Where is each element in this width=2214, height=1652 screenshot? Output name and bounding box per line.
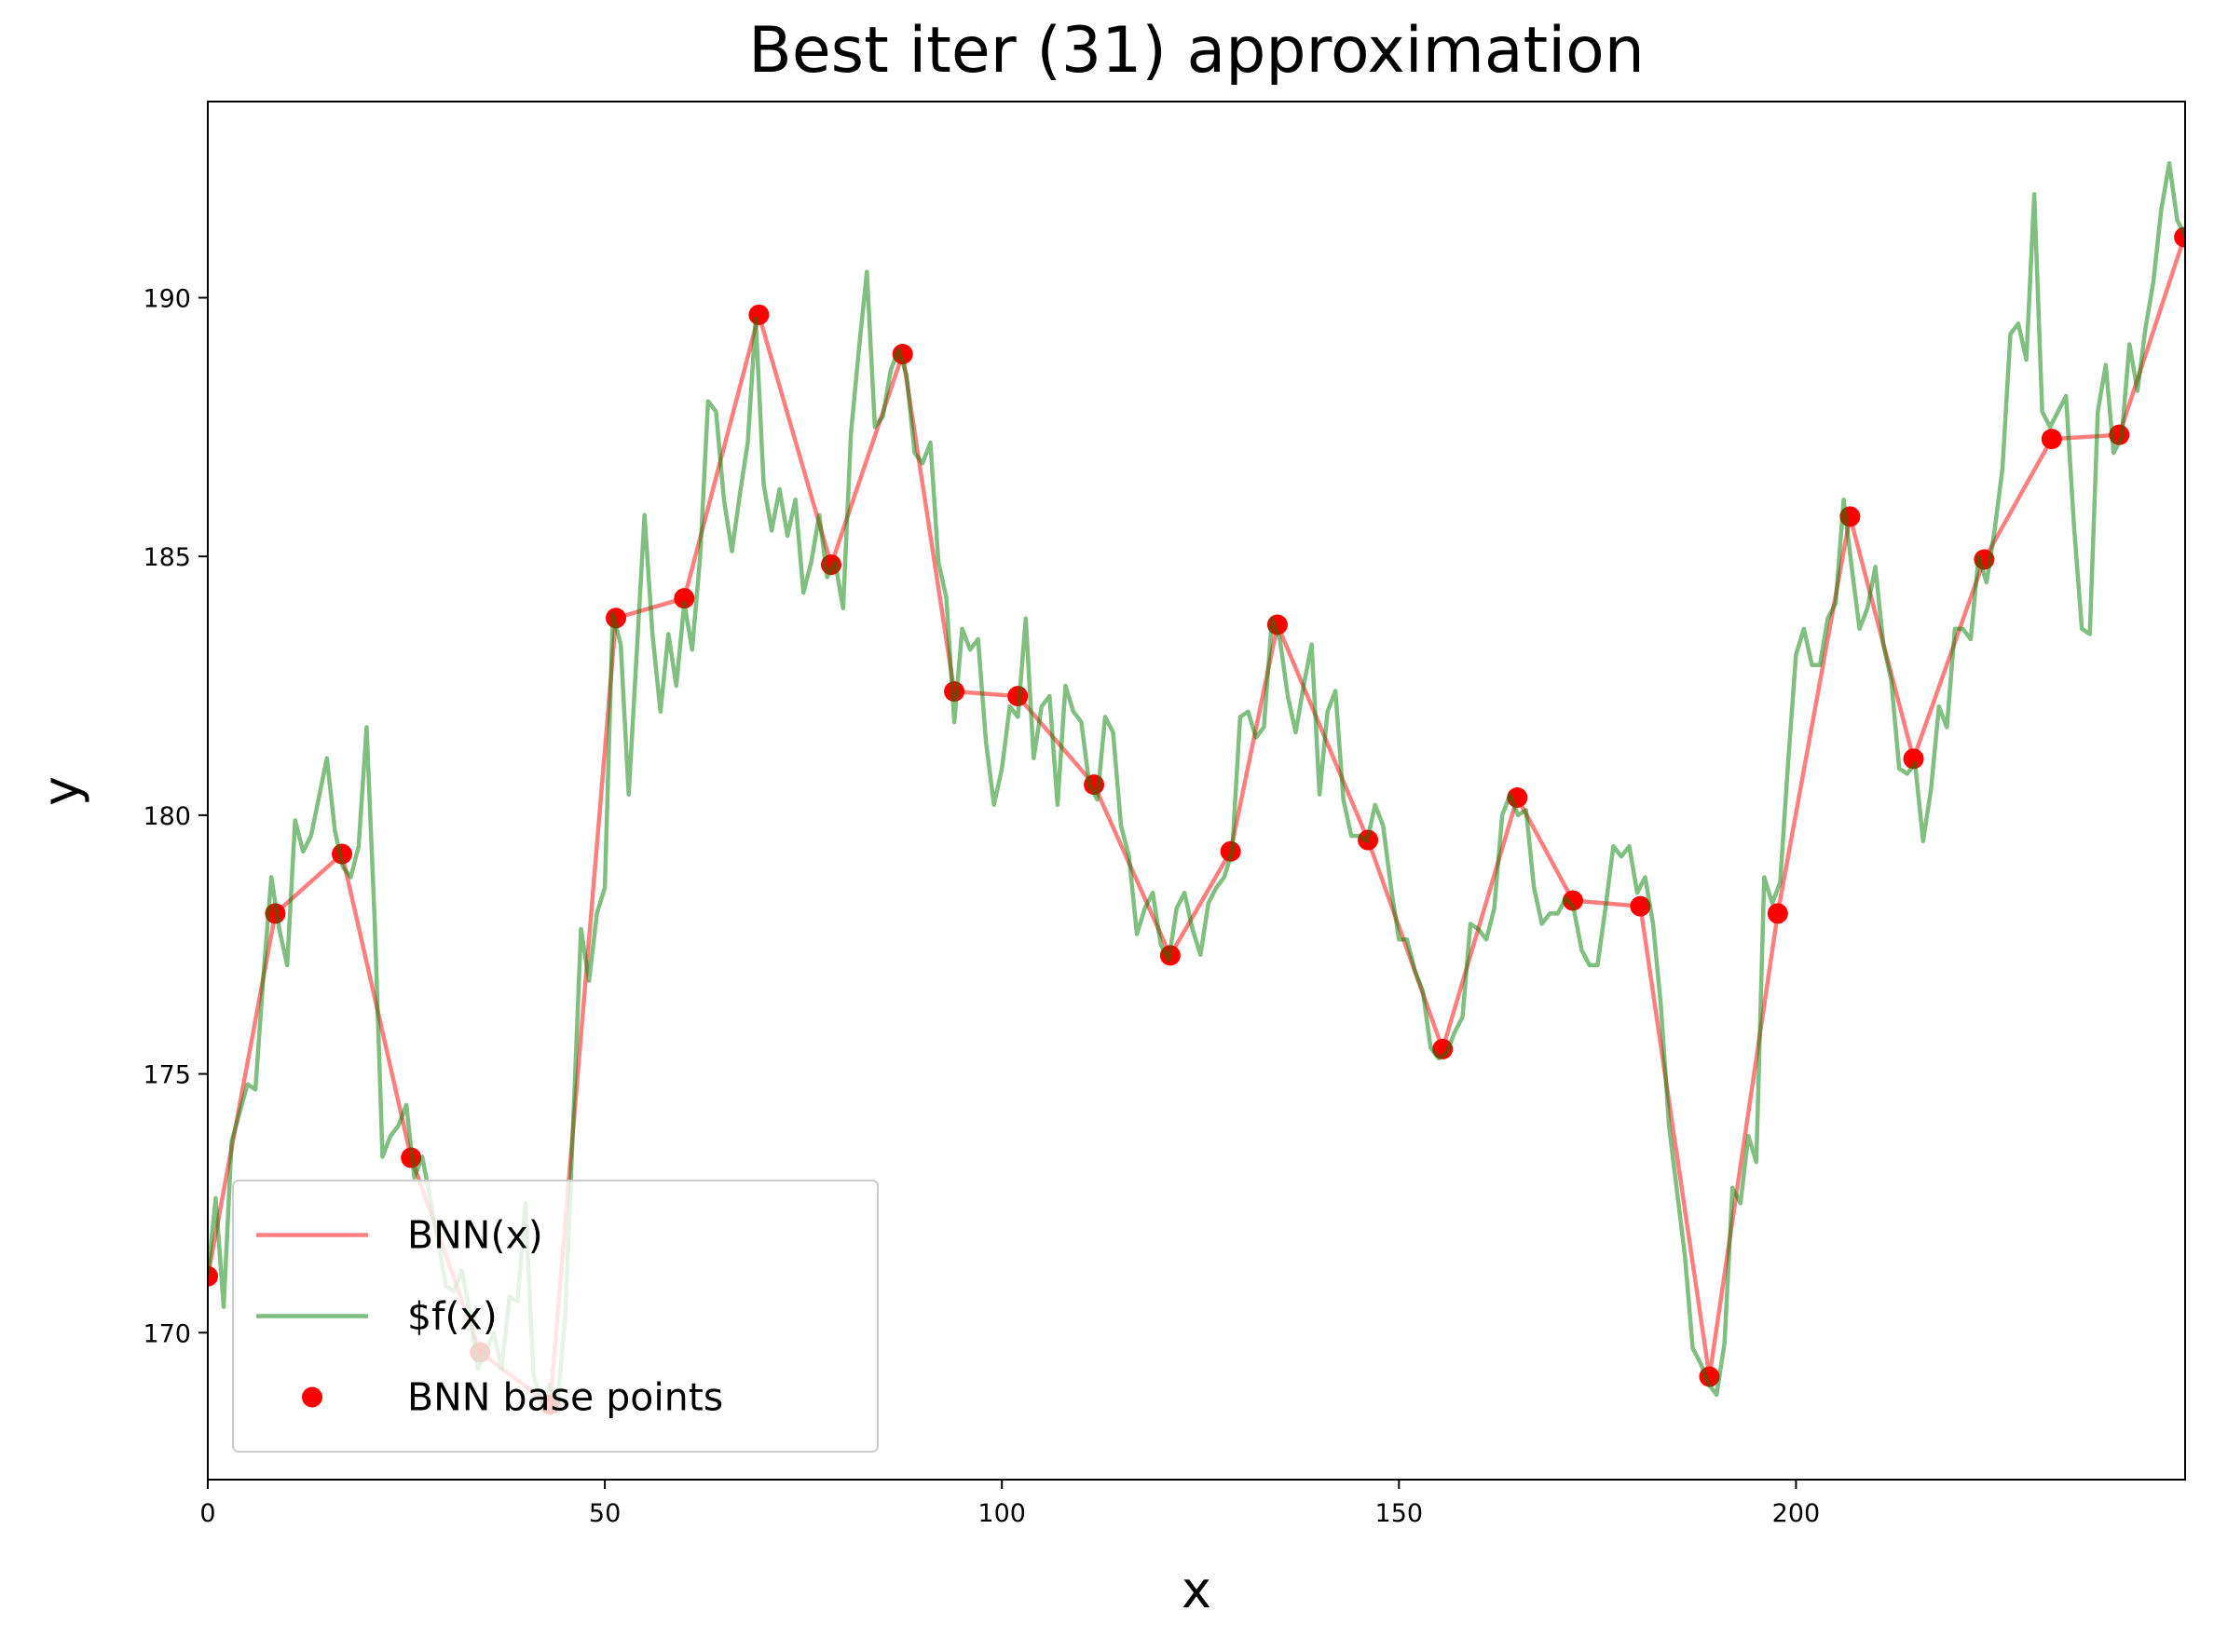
legend-label: $f(x)	[407, 1294, 498, 1339]
x-tick-label: 0	[199, 1499, 215, 1528]
legend-label: BNN(x)	[407, 1213, 543, 1258]
y-tick-label: 180	[143, 802, 191, 831]
legend-box	[232, 1180, 879, 1453]
chart-title: Best iter (31) approximation	[748, 14, 1645, 88]
y-tick-label: 175	[143, 1061, 191, 1090]
y-tick-label: 185	[143, 543, 191, 572]
x-tick-label: 150	[1375, 1499, 1424, 1528]
axes-frame	[207, 101, 2186, 1481]
y-tick-label: 170	[143, 1319, 191, 1348]
x-axis-label: x	[1182, 1561, 1211, 1619]
y-axis-label: y	[32, 776, 90, 806]
x-tick-label: 100	[977, 1499, 1026, 1528]
legend-label: BNN base points	[407, 1375, 723, 1420]
y-tick-label: 190	[143, 284, 191, 313]
x-tick-label: 50	[589, 1499, 621, 1528]
x-tick-label: 200	[1772, 1499, 1821, 1528]
legend-swatch	[302, 1386, 322, 1408]
